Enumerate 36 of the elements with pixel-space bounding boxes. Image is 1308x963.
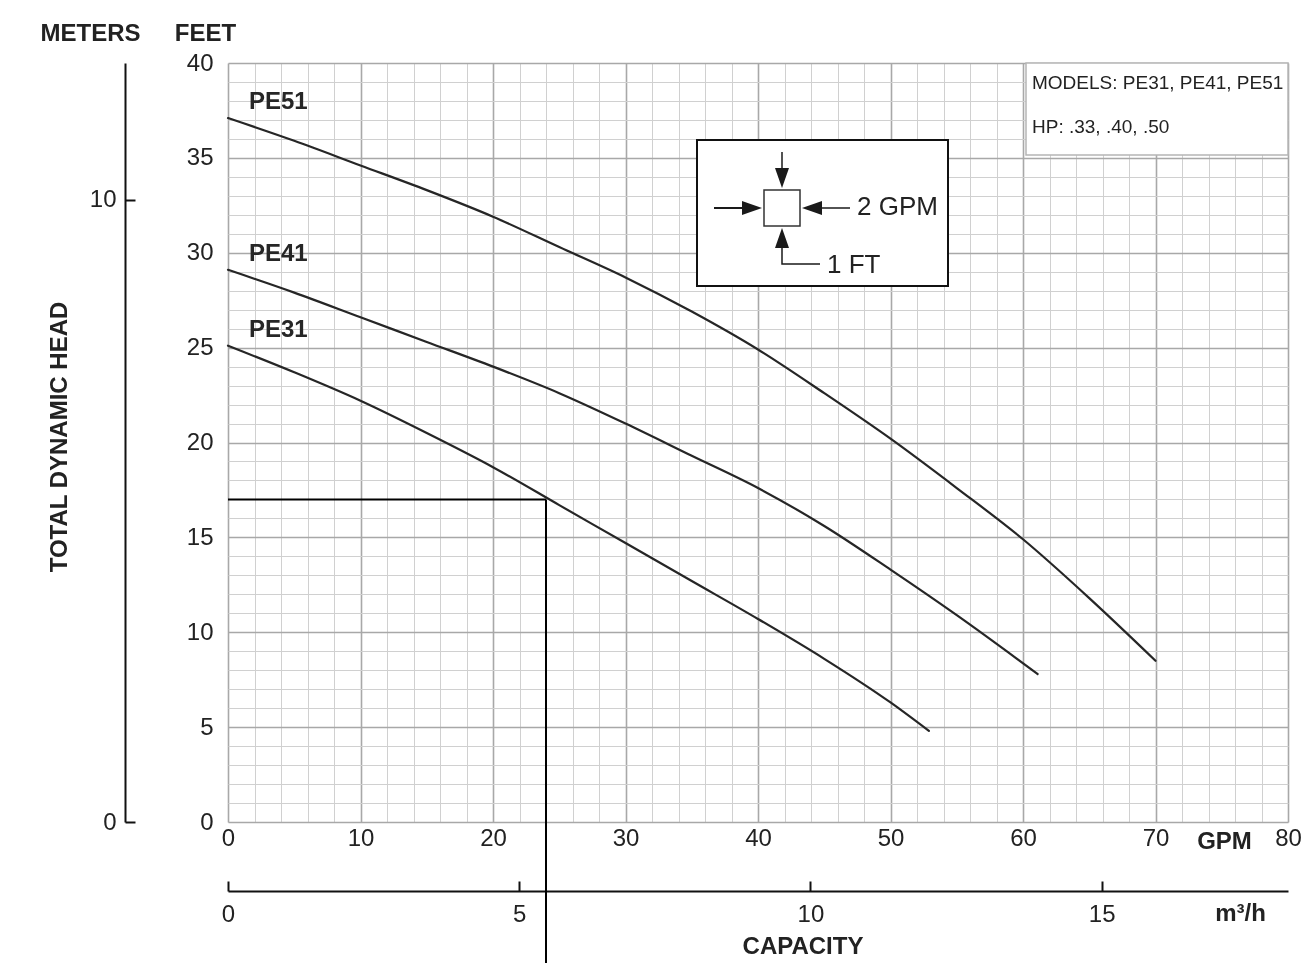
x2-axis-title: m³/h — [1215, 898, 1266, 926]
x-axis-title: GPM — [1197, 826, 1252, 854]
y-axis-title: FEET — [174, 18, 237, 46]
series-label: PE31 — [249, 314, 308, 342]
x2-tick-label: 0 — [221, 899, 236, 927]
series-label: PE41 — [249, 238, 308, 266]
annotation: 2 GPM — [857, 191, 938, 221]
y-tick-label: 15 — [186, 522, 214, 550]
y-tick-label: 30 — [186, 238, 214, 266]
x-tick-label: 10 — [347, 823, 375, 851]
x-tick-label: 40 — [745, 823, 772, 851]
y-tick-label: 40 — [186, 48, 214, 76]
y-tick-label: 35 — [186, 143, 214, 171]
annotation: HP: .33, .40, .50 — [1032, 116, 1170, 137]
y-tick-label: 20 — [186, 428, 214, 455]
x2-tick-label: 10 — [797, 899, 825, 927]
x-tick-label: 80 — [1275, 823, 1302, 851]
y-tick-label: 5 — [200, 712, 214, 740]
x2-tick-label: 5 — [513, 899, 527, 927]
annotation: MODELS: PE31, PE41, PE51 — [1032, 72, 1284, 93]
x2-tick-label: 15 — [1088, 899, 1116, 927]
x-tick-label: 50 — [877, 823, 905, 851]
x-tick-label: 60 — [1010, 823, 1037, 851]
y-tick-label: 10 — [186, 617, 214, 645]
x-tick-label: 70 — [1142, 823, 1170, 851]
x-tick-label: 20 — [480, 823, 507, 851]
text: TOTAL DYNAMIC HEAD — [45, 301, 72, 573]
annotation: 1 FT — [827, 249, 881, 279]
y2-axis-title: METERS — [40, 18, 141, 46]
x-tick-label: 0 — [221, 823, 236, 851]
line-series — [226, 344, 931, 733]
series-label: PE51 — [249, 87, 308, 115]
text: CAPACITY — [742, 932, 864, 959]
y-tick-label: 25 — [186, 333, 214, 361]
x-tick-label: 30 — [612, 823, 640, 851]
y2-tick-label: 10 — [89, 185, 117, 213]
